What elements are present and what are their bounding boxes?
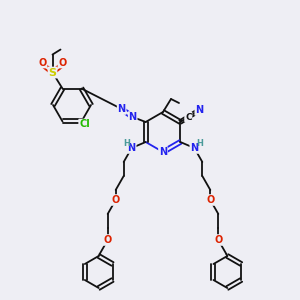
Text: O: O <box>214 235 222 245</box>
Text: O: O <box>103 235 112 245</box>
Text: N: N <box>118 104 126 114</box>
Text: H: H <box>196 139 203 148</box>
Text: N: N <box>129 112 137 122</box>
Text: O: O <box>112 195 120 205</box>
Text: N: N <box>190 143 198 153</box>
Text: O: O <box>206 195 214 205</box>
Text: O: O <box>38 58 46 68</box>
Text: N: N <box>128 143 136 153</box>
Text: N: N <box>159 147 167 157</box>
Text: S: S <box>49 68 56 77</box>
Text: C: C <box>185 112 192 122</box>
Text: H: H <box>123 139 130 148</box>
Text: O: O <box>58 58 67 68</box>
Text: N: N <box>195 105 203 115</box>
Text: Cl: Cl <box>79 119 90 130</box>
